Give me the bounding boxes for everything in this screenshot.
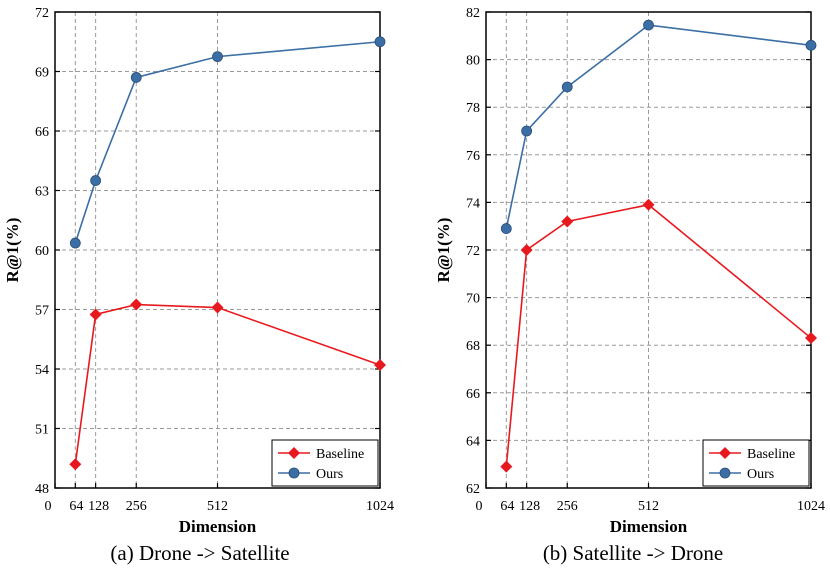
x-tick-label: 512: [638, 499, 659, 514]
x-tick-label: 64: [500, 499, 514, 514]
legend: Baseline Ours: [271, 439, 379, 487]
point-baseline: [374, 359, 386, 372]
y-tick-label: 80: [466, 54, 480, 69]
y-tick-label: 54: [35, 363, 49, 378]
chart-caption: (b) Satellite -> Drone: [543, 541, 723, 565]
legend-marker-ours: [288, 467, 300, 479]
y-tick-label: 68: [466, 339, 480, 354]
y-tick-label: 72: [35, 6, 49, 21]
legend-label-baseline: Baseline: [316, 447, 364, 462]
point-ours: [521, 125, 533, 137]
y-tick-label: 62: [466, 482, 480, 497]
y-tick-label: 60: [35, 244, 49, 259]
point-baseline: [211, 301, 224, 314]
point-ours: [643, 19, 654, 31]
point-ours: [561, 81, 573, 93]
legend-marker-ours: [719, 467, 731, 479]
x-tick-label: 64: [69, 499, 83, 514]
point-baseline: [520, 244, 533, 256]
legend-box: [271, 439, 379, 487]
x-tick-label: 0: [476, 499, 483, 514]
x-tick-label: 128: [519, 499, 540, 514]
chart-a: 48 51 54 57 60 63 66 69 72 0 64 128 256 512 1024 Dimens…: [3, 6, 394, 565]
point-baseline: [642, 198, 655, 211]
point-baseline: [130, 298, 143, 311]
legend-label-ours: Ours: [747, 467, 774, 482]
point-baseline: [89, 308, 102, 321]
y-tick-label: 74: [466, 196, 480, 211]
point-baseline: [500, 460, 513, 473]
x-axis-label: Dimension: [179, 517, 257, 536]
series-line-baseline: [505, 203, 812, 467]
x-tick-label: 1024: [366, 499, 394, 514]
legend: Baseline Ours: [702, 439, 810, 487]
x-tick-label: 128: [88, 499, 109, 514]
legend-marker-baseline: [719, 447, 731, 459]
point-baseline: [805, 332, 817, 345]
y-axis-label: R@1(%): [434, 218, 453, 283]
y-tick-label: 66: [466, 387, 480, 402]
y-tick-label: 64: [466, 434, 480, 449]
legend-label-baseline: Baseline: [747, 447, 795, 462]
y-axis-label: R@1(%): [3, 218, 22, 283]
x-tick-label: 1024: [797, 499, 825, 514]
point-ours: [212, 51, 223, 63]
chart-b: 62 64 66 68 70 72 74 76 78 80 82 0 64 128 256 512 1024 Di…: [434, 6, 825, 565]
point-baseline: [561, 215, 574, 228]
legend-box: [702, 439, 810, 487]
point-ours: [90, 175, 102, 186]
point-ours: [805, 39, 817, 51]
y-tick-label: 51: [35, 423, 49, 438]
y-tick-label: 48: [35, 482, 49, 497]
point-ours: [374, 36, 386, 48]
chart-caption: (a) Drone -> Satellite: [110, 541, 289, 565]
legend-marker-baseline: [288, 447, 300, 459]
point-ours: [500, 223, 512, 234]
y-tick-label: 82: [466, 6, 480, 21]
y-tick-label: 66: [35, 125, 49, 140]
point-baseline: [69, 458, 82, 471]
x-tick-label: 0: [45, 499, 52, 514]
y-tick-label: 76: [466, 149, 480, 164]
y-tick-label: 63: [35, 185, 49, 200]
x-tick-label: 512: [207, 499, 228, 514]
x-tick-label: 256: [557, 499, 578, 514]
y-tick-label: 78: [466, 101, 480, 116]
point-ours: [69, 237, 81, 249]
y-tick-label: 70: [466, 292, 480, 307]
y-tick-label: 72: [466, 244, 480, 259]
y-tick-label: 69: [35, 66, 49, 81]
x-tick-label: 256: [126, 499, 147, 514]
legend-label-ours: Ours: [316, 467, 343, 482]
y-tick-label: 57: [35, 304, 49, 319]
x-axis-label: Dimension: [610, 517, 688, 536]
point-ours: [130, 72, 142, 83]
series-line-ours: [505, 24, 812, 229]
